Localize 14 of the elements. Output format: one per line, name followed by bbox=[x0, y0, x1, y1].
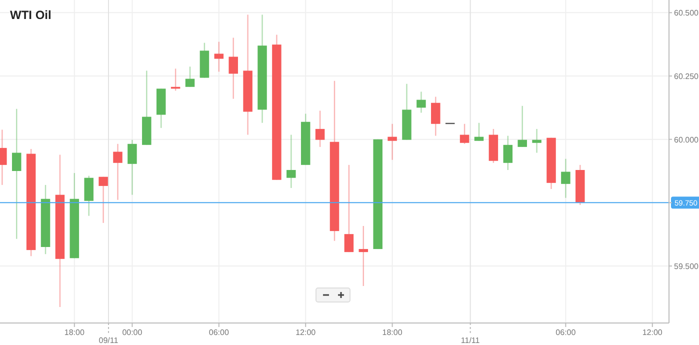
y-tick-label: 60.250 bbox=[674, 72, 699, 81]
x-tick-label: 00:00 bbox=[122, 328, 143, 337]
x-tick-label: 12:00 bbox=[642, 328, 663, 337]
y-tick-label: 60.000 bbox=[674, 135, 699, 144]
text: WTI Oil bbox=[10, 8, 52, 22]
y-tick-label: 59.500 bbox=[674, 262, 699, 271]
text: 09/11 bbox=[98, 336, 119, 345]
y-tick-label: 60.500 bbox=[674, 8, 699, 18]
x-tick-label: 18:00 bbox=[382, 328, 403, 337]
x-tick-label: 06:00 bbox=[208, 328, 230, 337]
x-tick-label: 18:00 bbox=[64, 328, 85, 337]
x-tick-label: 12:00 bbox=[296, 328, 316, 337]
x-tick-label: 06:00 bbox=[556, 328, 576, 337]
text: 11/11 bbox=[460, 336, 480, 345]
